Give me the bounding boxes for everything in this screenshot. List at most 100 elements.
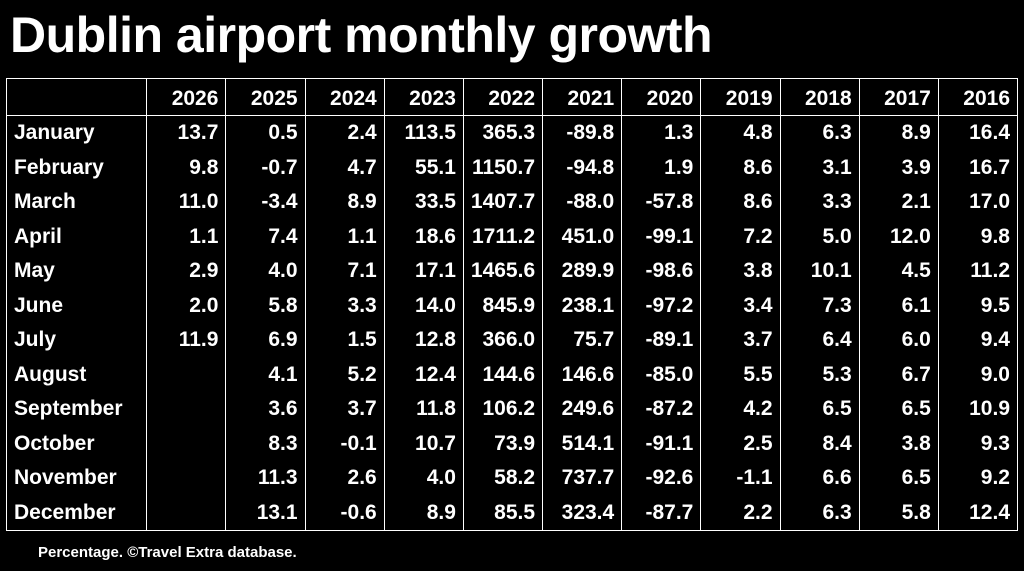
table-cell: -85.0 xyxy=(621,357,702,392)
table-cell: 4.1 xyxy=(225,357,306,392)
table-cell: 12.4 xyxy=(937,495,1019,531)
table-row: July 11.9 6.9 1.5 12.8 366.0 75.7 -89.1 3.7 6.4 6.… xyxy=(5,323,1019,358)
table-cell: 5.5 xyxy=(700,357,781,392)
table-cell xyxy=(146,392,227,427)
table-cell: -0.1 xyxy=(304,426,385,461)
table-cell: 12.8 xyxy=(383,323,464,358)
table-cell: 144.6 xyxy=(462,357,544,392)
table-cell xyxy=(146,495,227,531)
table-cell: 3.1 xyxy=(779,150,860,185)
table-cell: 2.4 xyxy=(304,115,385,151)
table-cell: -99.1 xyxy=(621,219,702,254)
table-cell: 4.2 xyxy=(700,392,781,427)
table-row: November 11.3 2.6 4.0 58.2 737.7 -92.6 -1.1 6.6 6… xyxy=(5,461,1019,496)
table-cell: -98.6 xyxy=(621,254,702,289)
column-header-2016: 2016 xyxy=(937,78,1019,116)
table-cell: 55.1 xyxy=(383,150,464,185)
table-cell: 6.4 xyxy=(779,323,860,358)
table-cell: 3.3 xyxy=(779,185,860,220)
table-cell: 238.1 xyxy=(542,288,623,323)
table-cell: 3.7 xyxy=(304,392,385,427)
table-cell: 323.4 xyxy=(542,495,623,531)
table-cell: 451.0 xyxy=(542,219,623,254)
table-cell: 10.7 xyxy=(383,426,464,461)
table-cell: 6.1 xyxy=(858,288,939,323)
table-cell: 1465.6 xyxy=(462,254,544,289)
table-cell: 9.3 xyxy=(937,426,1019,461)
table-cell: 7.3 xyxy=(779,288,860,323)
table-row: February 9.8 -0.7 4.7 55.1 1150.7 -94.8 1.9 8.6 3… xyxy=(5,150,1019,185)
table-cell: 365.3 xyxy=(462,115,544,151)
column-header-2025: 2025 xyxy=(225,78,306,116)
table-row: January 13.7 0.5 2.4 113.5 365.3 -89.8 1.3 4.8 6.… xyxy=(5,115,1019,151)
table-cell: 5.8 xyxy=(225,288,306,323)
table-cell: 17.1 xyxy=(383,254,464,289)
table-cell: 2.0 xyxy=(146,288,227,323)
table-cell: 4.5 xyxy=(858,254,939,289)
table-cell: 514.1 xyxy=(542,426,623,461)
row-label: December xyxy=(5,495,148,531)
table-cell: 8.3 xyxy=(225,426,306,461)
row-label: June xyxy=(5,288,148,323)
table-cell: 6.9 xyxy=(225,323,306,358)
table-cell: 6.7 xyxy=(858,357,939,392)
table-row: April 1.1 7.4 1.1 18.6 1711.2 451.0 -99.1 7.2 5.0… xyxy=(5,219,1019,254)
table-cell: 2.2 xyxy=(700,495,781,531)
table-cell: 7.2 xyxy=(700,219,781,254)
page-title: Dublin airport monthly growth xyxy=(10,7,713,63)
growth-table: 2026 2025 2024 2023 2022 2021 2020 2019 2018 2017… xyxy=(5,78,1019,531)
row-label: October xyxy=(5,426,148,461)
table-row: March 11.0 -3.4 8.9 33.5 1407.7 -88.0 -57.8 8.6 3… xyxy=(5,185,1019,220)
table-cell: 3.4 xyxy=(700,288,781,323)
table-cell: -0.7 xyxy=(225,150,306,185)
table-cell: 6.0 xyxy=(858,323,939,358)
table-cell: 5.3 xyxy=(779,357,860,392)
table-cell: 1.3 xyxy=(621,115,702,151)
table-cell: 4.0 xyxy=(383,461,464,496)
table-cell: -97.2 xyxy=(621,288,702,323)
table-cell: 4.8 xyxy=(700,115,781,151)
table-cell: -94.8 xyxy=(542,150,623,185)
table-cell: 2.9 xyxy=(146,254,227,289)
table-cell: 58.2 xyxy=(462,461,544,496)
table-corner-cell xyxy=(5,78,148,116)
row-label: May xyxy=(5,254,148,289)
table-cell: 7.4 xyxy=(225,219,306,254)
table-cell: 33.5 xyxy=(383,185,464,220)
table-cell: -89.1 xyxy=(621,323,702,358)
table-cell: 1711.2 xyxy=(462,219,544,254)
table-cell: 9.8 xyxy=(146,150,227,185)
table-cell: 11.2 xyxy=(937,254,1019,289)
table-cell: -87.7 xyxy=(621,495,702,531)
table-cell: 2.1 xyxy=(858,185,939,220)
table-cell: 106.2 xyxy=(462,392,544,427)
table-row: August 4.1 5.2 12.4 144.6 146.6 -85.0 5.5 5.3 6.7… xyxy=(5,357,1019,392)
table-cell xyxy=(146,357,227,392)
table-cell: 1.9 xyxy=(621,150,702,185)
table-cell: 5.0 xyxy=(779,219,860,254)
table-cell: 1150.7 xyxy=(462,150,544,185)
column-header-2024: 2024 xyxy=(304,78,385,116)
table-cell: -88.0 xyxy=(542,185,623,220)
table-cell: 1.1 xyxy=(304,219,385,254)
table-cell: 8.6 xyxy=(700,185,781,220)
table-cell: 12.0 xyxy=(858,219,939,254)
table-row: October 8.3 -0.1 10.7 73.9 514.1 -91.1 2.5 8.4 3.… xyxy=(5,426,1019,461)
table-body: January 13.7 0.5 2.4 113.5 365.3 -89.8 1.3 4.8 6.… xyxy=(5,115,1019,531)
table-cell: 845.9 xyxy=(462,288,544,323)
table-cell: 2.5 xyxy=(700,426,781,461)
table-cell: 1.5 xyxy=(304,323,385,358)
row-label: November xyxy=(5,461,148,496)
column-header-2026: 2026 xyxy=(146,78,227,116)
column-header-2021: 2021 xyxy=(542,78,623,116)
table-row: December 13.1 -0.6 8.9 85.5 323.4 -87.7 2.2 6.3 5… xyxy=(5,495,1019,531)
table-cell: 13.7 xyxy=(146,115,227,151)
row-label: September xyxy=(5,392,148,427)
table-cell: 9.5 xyxy=(937,288,1019,323)
table-cell: 3.9 xyxy=(858,150,939,185)
table-cell: 366.0 xyxy=(462,323,544,358)
row-label: April xyxy=(5,219,148,254)
row-label: January xyxy=(5,115,148,151)
table-cell: 6.3 xyxy=(779,495,860,531)
table-cell: 16.4 xyxy=(937,115,1019,151)
